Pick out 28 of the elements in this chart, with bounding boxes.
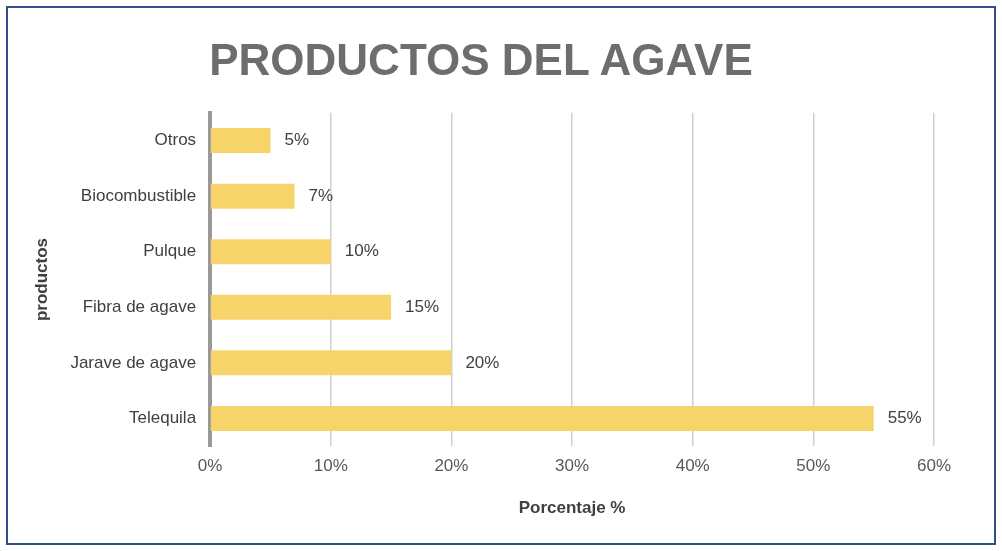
data-label: 10% [344, 241, 379, 261]
x-tick-label: 50% [796, 456, 831, 476]
bar [210, 294, 392, 320]
y-tick-label: Telequila [128, 408, 197, 428]
data-label: 20% [465, 352, 500, 372]
x-tick-label: 10% [313, 456, 348, 476]
y-axis-title: productos [31, 237, 51, 322]
data-label: 5% [284, 130, 309, 150]
bar [210, 239, 331, 265]
data-label: 55% [887, 408, 922, 428]
x-tick-label: 0% [197, 456, 223, 476]
y-tick-label: Otros [154, 130, 197, 150]
x-tick-label: 20% [434, 456, 469, 476]
y-tick-label: Pulque [143, 241, 197, 261]
data-label: 7% [308, 185, 334, 205]
bar [210, 350, 452, 376]
chart-title: PRODUCTOS DEL AGAVE [209, 34, 753, 84]
x-tick-label: 40% [675, 456, 710, 476]
y-tick-label: Biocombustible [80, 185, 197, 205]
bar [210, 405, 874, 431]
bar [210, 183, 295, 209]
data-label: 15% [405, 296, 440, 316]
x-tick-label: 60% [916, 456, 952, 476]
y-tick-label: Fibra de agave [82, 296, 197, 316]
bar [210, 128, 271, 154]
x-tick-label: 30% [555, 456, 590, 476]
x-axis-title: Porcentaje % [518, 498, 626, 518]
y-tick-label: Jarave de agave [70, 352, 197, 372]
